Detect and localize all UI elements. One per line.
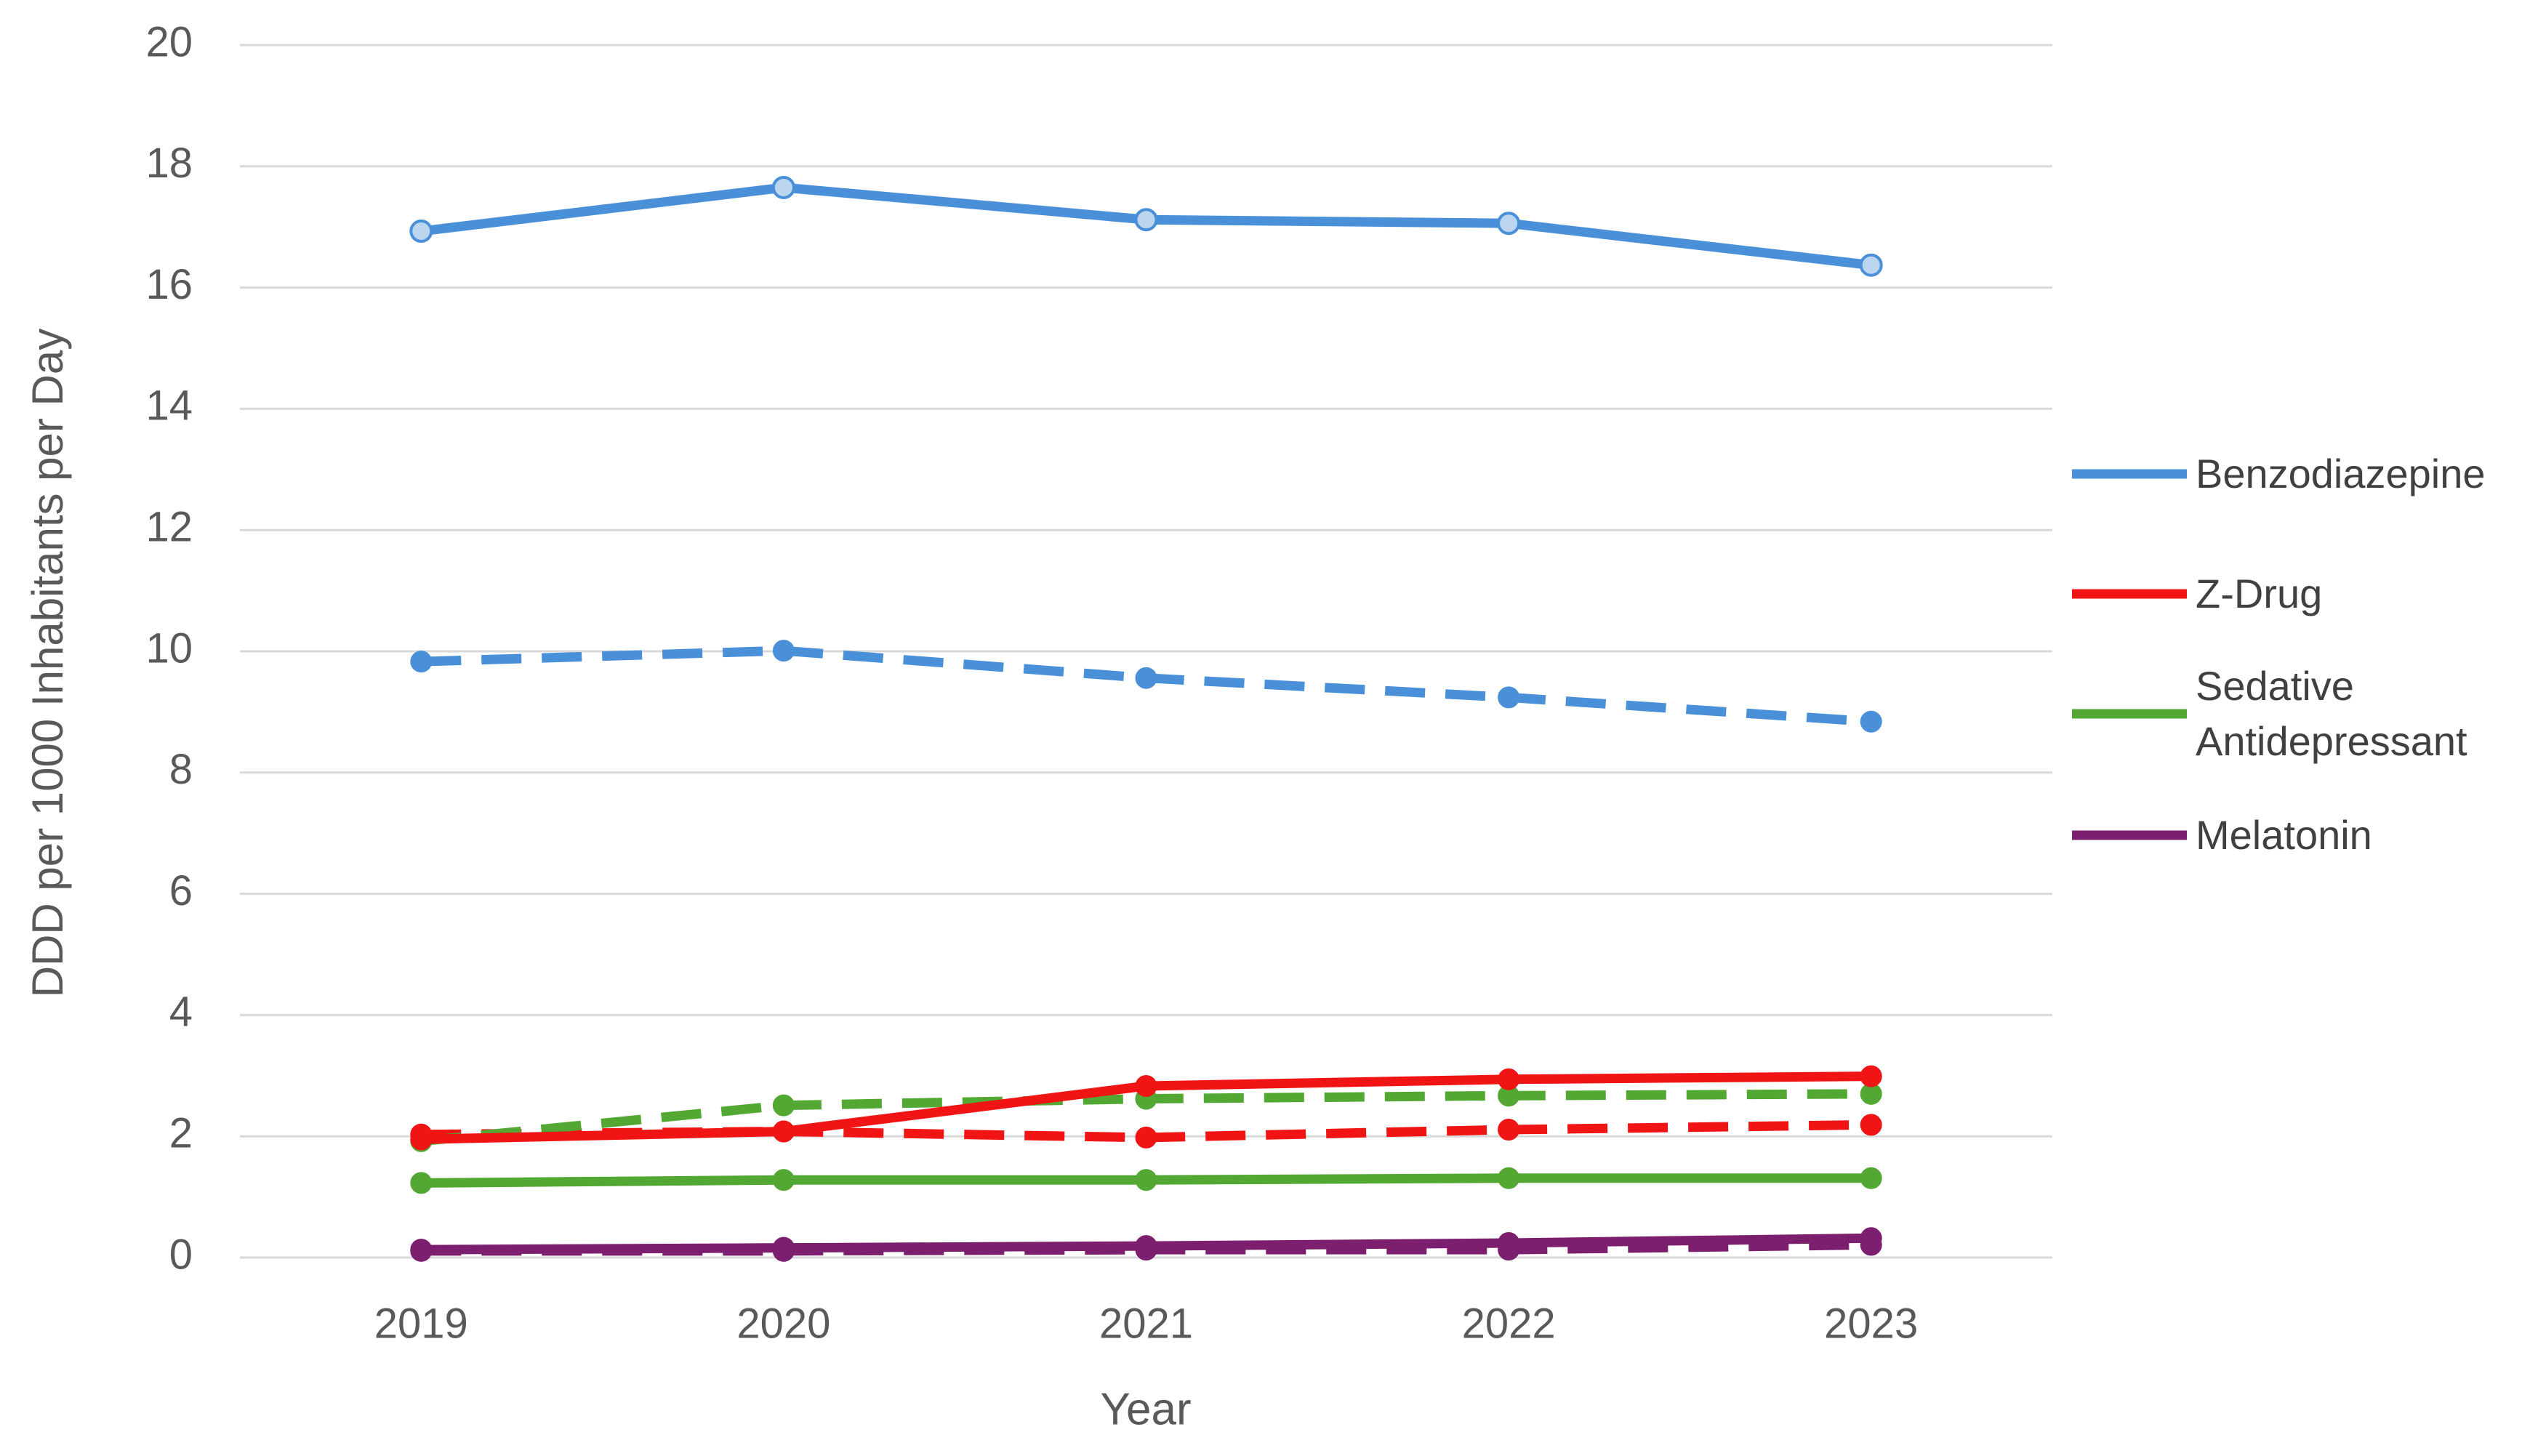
marker bbox=[1498, 686, 1520, 709]
marker bbox=[771, 175, 795, 199]
marker bbox=[1498, 1231, 1520, 1254]
legend-item: Sedative Antidepressant bbox=[2072, 659, 2515, 769]
marker bbox=[409, 220, 433, 244]
marker bbox=[410, 651, 433, 673]
marker bbox=[1859, 253, 1883, 277]
marker bbox=[410, 1172, 433, 1194]
legend-swatch bbox=[2072, 469, 2187, 479]
legend-item: Melatonin bbox=[2072, 808, 2515, 863]
y-tick-label: 12 bbox=[145, 504, 193, 551]
marker bbox=[1860, 1065, 1882, 1087]
marker bbox=[1860, 1227, 1882, 1250]
y-tick-label: 4 bbox=[169, 989, 193, 1036]
marker bbox=[1498, 1119, 1520, 1141]
marker bbox=[1860, 710, 1882, 733]
y-tick-label: 10 bbox=[145, 624, 193, 672]
y-tick-label: 16 bbox=[145, 261, 193, 308]
marker bbox=[1497, 212, 1521, 236]
legend-label: Z-Drug bbox=[2196, 571, 2323, 616]
x-tick-label: 2022 bbox=[1462, 1300, 1556, 1347]
y-tick-label: 14 bbox=[145, 382, 193, 430]
legend-swatch bbox=[2072, 589, 2187, 599]
marker bbox=[1860, 1114, 1882, 1136]
marker bbox=[1498, 1068, 1520, 1090]
marker bbox=[1135, 1169, 1157, 1191]
x-tick-label: 2019 bbox=[374, 1300, 468, 1347]
y-tick-label: 8 bbox=[169, 746, 193, 793]
marker bbox=[1134, 208, 1158, 232]
marker bbox=[410, 1128, 433, 1151]
x-tick-label: 2020 bbox=[736, 1300, 830, 1347]
x-tick-label: 2023 bbox=[1824, 1300, 1918, 1347]
y-tick-label: 18 bbox=[145, 140, 193, 187]
legend-label: Melatonin bbox=[2196, 812, 2372, 858]
marker bbox=[772, 1169, 795, 1191]
legend-label: Sedative Antidepressant bbox=[2196, 663, 2467, 764]
legend-label: Benzodiazepine bbox=[2196, 451, 2486, 496]
x-axis-title: Year bbox=[1100, 1384, 1191, 1434]
y-tick-label: 0 bbox=[169, 1231, 193, 1278]
x-tick-label: 2021 bbox=[1099, 1300, 1193, 1347]
marker bbox=[772, 1120, 795, 1143]
marker bbox=[1860, 1167, 1882, 1189]
marker bbox=[1135, 1126, 1157, 1149]
legend-item: Benzodiazepine bbox=[2072, 446, 2515, 502]
marker bbox=[772, 640, 795, 662]
legend-swatch bbox=[2072, 830, 2187, 840]
marker bbox=[410, 1239, 433, 1261]
y-axis-title: DDD per 1000 Inhabitants per Day bbox=[23, 329, 72, 998]
marker bbox=[1498, 1167, 1520, 1189]
marker bbox=[772, 1236, 795, 1259]
marker bbox=[1135, 667, 1157, 689]
y-tick-label: 20 bbox=[145, 18, 193, 65]
marker bbox=[1135, 1235, 1157, 1258]
legend-item: Z-Drug bbox=[2072, 566, 2515, 622]
marker bbox=[772, 1094, 795, 1117]
legend-swatch bbox=[2072, 709, 2187, 719]
marker bbox=[1135, 1074, 1157, 1097]
y-tick-label: 2 bbox=[169, 1110, 193, 1157]
y-tick-label: 6 bbox=[169, 867, 193, 914]
